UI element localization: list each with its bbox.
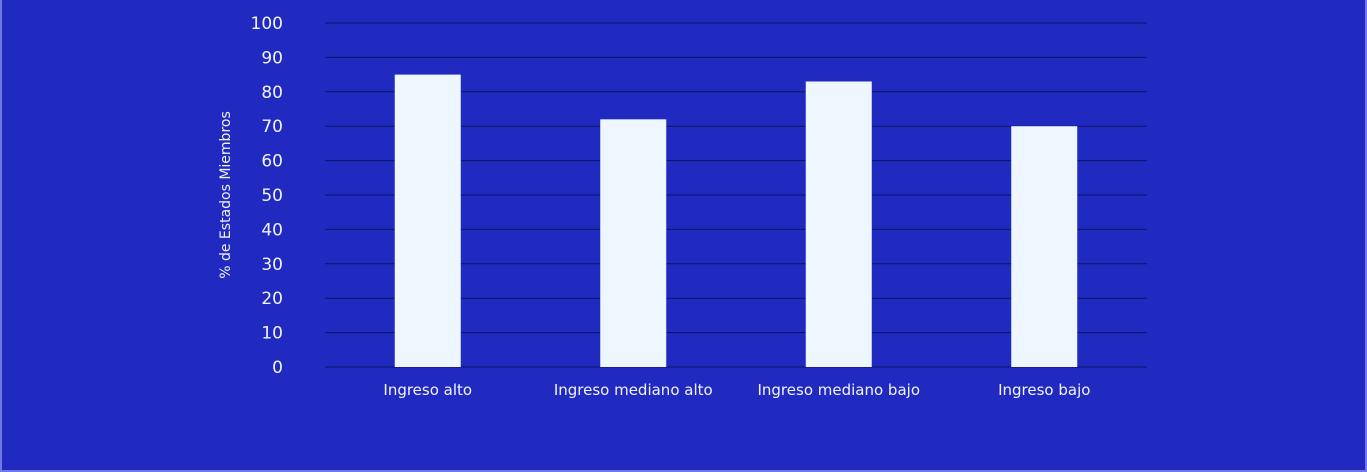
x-axis-labels: Ingreso alto Ingreso mediano alto Ingreso … (383, 381, 1090, 399)
gridlines (325, 22, 1147, 368)
y-tick-label: 70 (261, 117, 283, 137)
y-tick-label: 100 (251, 14, 283, 34)
x-category-label: Ingreso mediano alto (554, 381, 713, 399)
y-tick-label: 60 (261, 152, 283, 172)
x-category-label: Ingreso alto (383, 381, 472, 399)
y-tick-label: 90 (261, 48, 283, 68)
bar-4 (1011, 126, 1078, 367)
bar-3 (805, 81, 872, 367)
y-axis-ticks: 0 10 20 30 40 50 60 70 80 90 100 (251, 14, 283, 378)
y-tick-label: 80 (261, 83, 283, 103)
x-category-label: Ingreso mediano bajo (757, 381, 920, 399)
bar-2 (600, 119, 667, 367)
bar-1 (394, 74, 461, 367)
x-category-label: Ingreso bajo (998, 381, 1090, 399)
y-axis-title: % de Estados Miembros (218, 111, 234, 279)
y-tick-label: 50 (261, 186, 283, 206)
y-tick-label: 10 (261, 324, 283, 344)
bars (394, 74, 1078, 367)
y-tick-label: 0 (272, 358, 283, 378)
y-tick-label: 20 (261, 289, 283, 309)
y-tick-label: 30 (261, 255, 283, 275)
y-tick-label: 40 (261, 220, 283, 240)
